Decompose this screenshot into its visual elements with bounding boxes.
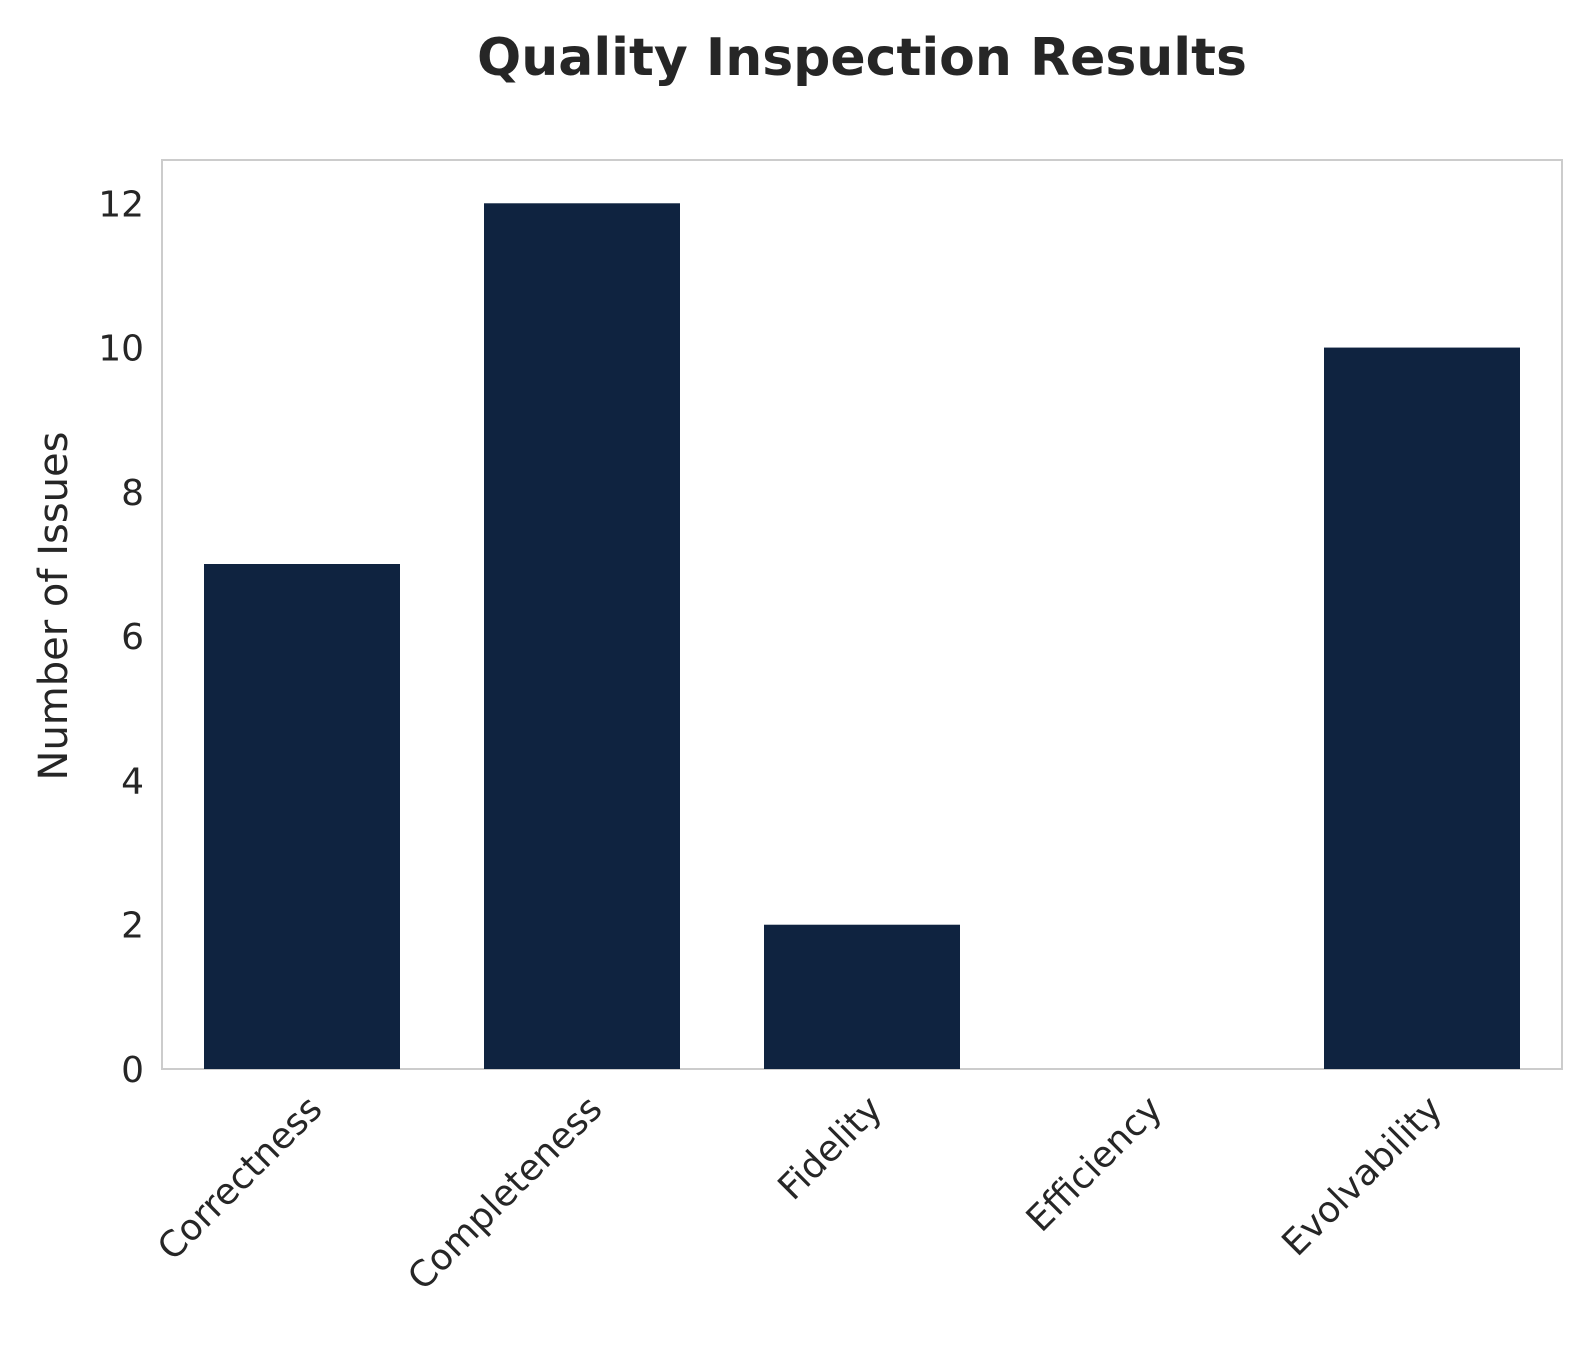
y-tick-label: 2 xyxy=(121,906,144,947)
y-axis-label: Number of Issues xyxy=(31,432,77,781)
x-tick-label: Fidelity xyxy=(770,1088,890,1208)
chart-title: Quality Inspection Results xyxy=(477,28,1247,88)
bar-fidelity xyxy=(764,924,960,1069)
y-tick-label: 8 xyxy=(121,473,144,514)
y-tick-label: 12 xyxy=(98,184,144,225)
y-tick-label: 6 xyxy=(121,617,144,658)
bar-evolvability xyxy=(1324,347,1520,1070)
x-tick-label: Evolvability xyxy=(1274,1088,1450,1264)
x-tick-label: Correctness xyxy=(150,1088,330,1268)
y-tick-label: 10 xyxy=(98,329,144,370)
y-tick-label: 4 xyxy=(121,761,144,802)
x-tick-label: Completeness xyxy=(400,1088,610,1298)
bar-completeness xyxy=(484,203,680,1070)
y-tick-label: 0 xyxy=(121,1050,144,1091)
bar-correctness xyxy=(204,564,400,1069)
plot-area: 0 2 4 6 8 10 12 Correctness Completeness Fidelity… xyxy=(98,159,1563,1298)
x-tick-label: Efficiency xyxy=(1019,1088,1171,1240)
